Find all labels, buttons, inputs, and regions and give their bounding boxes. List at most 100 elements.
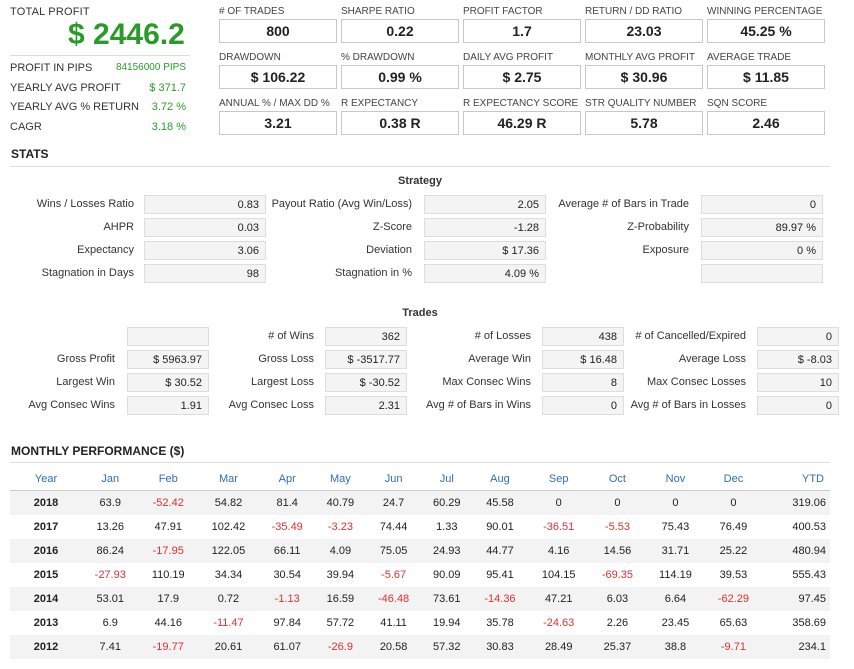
month-cell: -27.93 (94, 569, 126, 581)
stat-value: $ 30.52 (127, 373, 209, 392)
stat-value: 3.06 (144, 241, 266, 260)
table-row: 2018 63.9 -52.42 54.82 81.4 40.79 24.7 60.29 45.… (10, 490, 830, 515)
stat-label: Avg # of Bars in Wins (426, 399, 531, 411)
summary-row: YEARLY AVG % RETURN 3.72 % (10, 101, 186, 113)
month-cell: 0 (705, 490, 762, 515)
month-cell: 57.32 (421, 635, 472, 659)
kpi-card: SQN SCORE 2.46 (707, 98, 825, 135)
column-header-nov: Nov (645, 468, 706, 491)
table-row: 2013 6.9 44.16 -11.47 97.84 57.72 41.11 19.94 35… (10, 611, 830, 635)
month-cell: 0 (589, 490, 646, 515)
summary-row-label: PROFIT IN PIPS (10, 62, 93, 74)
stat-value: 362 (325, 327, 407, 346)
table-row: 2015 -27.93 110.19 34.34 30.54 39.94 -5.67 90.0… (10, 563, 830, 587)
month-cell: -19.77 (138, 635, 198, 659)
month-cell: 47.21 (528, 587, 590, 611)
kpi-card: AVERAGE TRADE $ 11.85 (707, 52, 825, 89)
year-cell: 2017 (33, 521, 59, 533)
kpi-card: WINNING PERCENTAGE 45.25 % (707, 6, 825, 43)
month-cell: 75.05 (365, 539, 422, 563)
column-header-aug: Aug (471, 468, 529, 491)
stat-value: $ 17.36 (424, 241, 546, 260)
ytd-cell: 234.1 (761, 635, 830, 659)
kpi-value: $ 30.96 (585, 65, 703, 89)
column-header-jul: Jul (421, 468, 472, 491)
kpi-label: DRAWDOWN (219, 52, 281, 63)
stat-label: # of Losses (474, 330, 531, 342)
monthly-title: MONTHLY PERFORMANCE ($) (11, 444, 185, 458)
kpi-value: 0.22 (341, 19, 459, 43)
stat-label: Max Consec Wins (442, 376, 531, 388)
stat-value: 2.31 (325, 396, 407, 415)
table-row: 2016 86.24 -17.95 122.05 66.11 4.09 75.05 24.93… (10, 539, 830, 563)
month-cell: -17.95 (138, 539, 198, 563)
summary-row-label: YEARLY AVG PROFIT (10, 82, 121, 94)
kpi-value: $ 11.85 (707, 65, 825, 89)
month-cell: 95.41 (486, 569, 514, 581)
kpi-card: PROFIT FACTOR 1.7 (463, 6, 581, 43)
month-cell: 114.19 (659, 569, 692, 581)
kpi-card: SHARPE RATIO 0.22 (341, 6, 459, 43)
month-cell: 75.43 (661, 521, 690, 533)
month-cell: 6.03 (589, 587, 646, 611)
month-cell: 24.93 (421, 539, 472, 563)
month-cell: 6.9 (102, 617, 118, 629)
month-cell: -5.53 (604, 521, 630, 533)
kpi-card: RETURN / DD RATIO 23.03 (585, 6, 703, 43)
stat-value: 0 (757, 396, 839, 415)
kpi-label: WINNING PERCENTAGE (707, 6, 823, 17)
month-cell: 13.26 (96, 521, 125, 533)
month-cell: 90.09 (433, 569, 461, 581)
summary-row-label: YEARLY AVG % RETURN (10, 101, 139, 113)
stats-title: STATS (11, 147, 49, 161)
month-cell: 57.72 (326, 617, 355, 629)
month-cell: 44.16 (154, 617, 183, 629)
month-cell: 122.05 (197, 539, 259, 563)
column-header-jun: Jun (365, 468, 422, 491)
summary-row-value: 3.72 % (151, 101, 186, 113)
year-cell: 2018 (10, 490, 82, 515)
stat-value: 8 (542, 373, 624, 392)
kpi-value: 800 (219, 19, 337, 43)
month-cell: 28.49 (528, 635, 590, 659)
column-header-may: May (315, 468, 366, 491)
month-cell: -62.29 (705, 587, 762, 611)
month-cell: 24.7 (365, 490, 422, 515)
year-cell: 2013 (33, 617, 59, 629)
ytd-cell: 358.69 (792, 617, 826, 629)
month-cell: 44.77 (471, 539, 529, 563)
month-cell: 38.8 (645, 635, 706, 659)
table-row: 2014 53.01 17.9 0.72 -1.13 16.59 -46.48 73.61 -1… (10, 587, 830, 611)
stat-value: 438 (542, 327, 624, 346)
column-header-year: Year (10, 468, 82, 491)
ytd-cell: 97.45 (761, 587, 830, 611)
month-cell: -26.9 (315, 635, 366, 659)
month-cell: -52.42 (138, 490, 198, 515)
summary-row-value: 84156000 PIPS (115, 62, 186, 73)
stat-label: AHPR (103, 221, 134, 233)
stat-label: Max Consec Losses (646, 376, 746, 388)
month-cell: -11.47 (213, 617, 244, 629)
stat-label: Gross Profit (56, 353, 115, 365)
stat-value: $ -3517.77 (325, 350, 407, 369)
month-cell: 54.82 (197, 490, 259, 515)
month-cell: 30.54 (273, 569, 301, 581)
month-cell: 73.61 (421, 587, 472, 611)
month-cell: 45.58 (471, 490, 529, 515)
month-cell: 4.16 (528, 539, 590, 563)
stat-label: Average Win (468, 353, 531, 365)
stat-value: $ 16.48 (542, 350, 624, 369)
month-cell: 31.71 (645, 539, 706, 563)
month-cell: 53.01 (82, 587, 139, 611)
month-cell: 0.72 (197, 587, 259, 611)
stat-label: Wins / Losses Ratio (36, 198, 134, 210)
kpi-card: R EXPECTANCY SCORE 46.29 R (463, 98, 581, 135)
month-cell: 25.22 (705, 539, 762, 563)
month-cell: 35.78 (486, 617, 514, 629)
month-cell: 7.41 (82, 635, 139, 659)
stat-value: 0.03 (144, 218, 266, 237)
kpi-value: 45.25 % (707, 19, 825, 43)
month-cell: 20.58 (365, 635, 422, 659)
column-header-mar: Mar (197, 468, 259, 491)
trades-title: Trades (402, 307, 438, 319)
